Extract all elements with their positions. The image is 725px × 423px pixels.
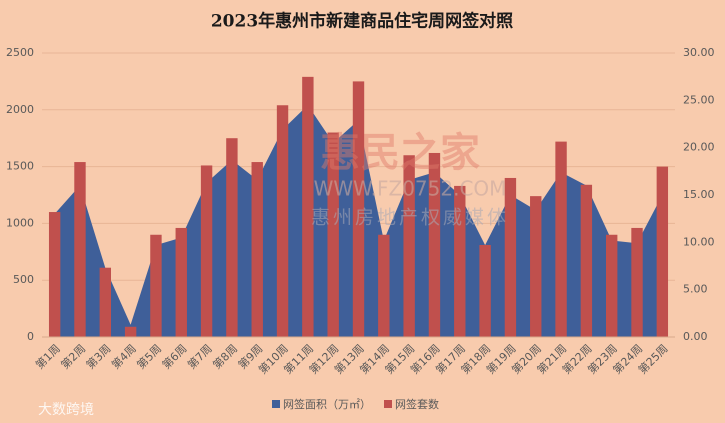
bar [631,227,643,337]
bar [555,141,567,337]
x-tick-label: 第5周 [134,341,164,371]
y-tick-label: 1500 [6,160,34,173]
y-tick-label: 1000 [6,216,34,229]
y-tick-label: 0 [27,330,34,343]
y-tick-label: 2500 [6,46,34,59]
y2-tick-label: 30.00 [683,46,715,59]
x-tick-label: 第2周 [58,341,88,371]
y2-tick-label: 5.00 [683,283,708,296]
x-tick-label: 第8周 [210,341,240,371]
bar [226,138,238,337]
bar [302,76,314,337]
x-tick-label: 第3周 [83,341,113,371]
y2-tick-label: 10.00 [683,235,715,248]
bar [74,162,86,337]
y2-tick-label: 0.00 [683,330,708,343]
bar [479,244,491,337]
legend-swatch [272,400,280,408]
x-tick-label: 第6周 [159,341,189,371]
legend-swatch [384,400,392,408]
bar [656,166,669,337]
x-tick-label: 第1周 [32,341,62,371]
legend-label: 网签套数 [395,397,439,411]
y2-tick-label: 25.00 [683,93,715,106]
x-tick-label: 第7周 [184,341,214,371]
bar [606,234,618,337]
bar [504,177,517,337]
y2-tick-label: 20.00 [683,141,715,154]
bar [150,234,162,337]
bar [99,267,111,337]
x-tick-label: 第4周 [108,341,138,371]
bar [454,185,466,337]
watermark: 大数跨境 [38,402,94,418]
bar [276,105,289,337]
bar [403,155,415,337]
bar [327,132,339,337]
y2-tick-label: 15.00 [683,188,715,201]
legend-label: 网签面积（万㎡） [283,397,371,411]
bar [530,196,542,337]
bar [175,227,187,337]
bar [200,165,213,337]
bar [580,184,593,337]
watermark: 惠州房地产权威媒体 [311,207,509,229]
bar [48,212,61,337]
bar [428,152,441,337]
bar [352,81,365,338]
bar [251,162,263,337]
watermark: WWW.FZ0752.COM [314,177,507,201]
y-tick-label: 500 [13,273,34,286]
bar [378,234,390,337]
y-tick-label: 2000 [6,103,34,116]
chart-title: 2023年惠州市新建商品住宅周网签对照 [211,11,513,32]
bar [124,326,137,337]
watermark: 惠民之家 [320,130,480,176]
